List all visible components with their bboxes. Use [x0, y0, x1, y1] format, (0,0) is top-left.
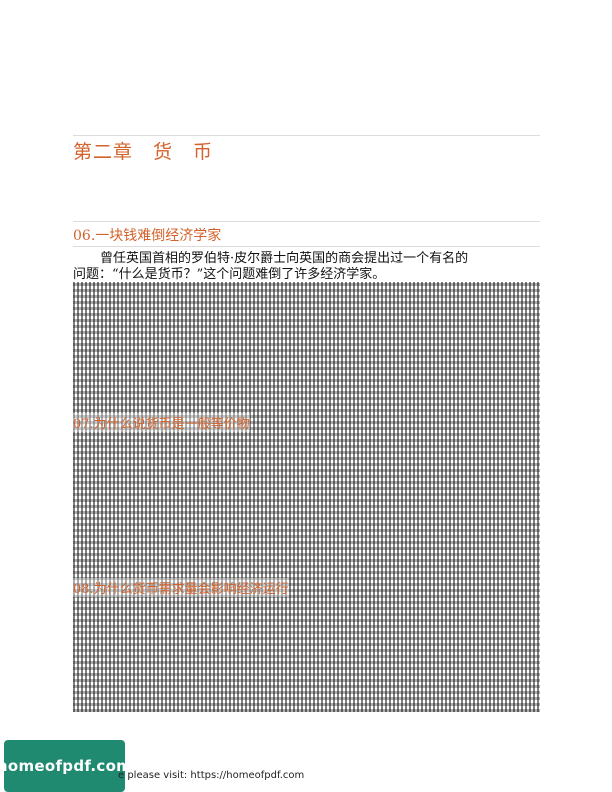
section-subdivider: [73, 246, 540, 247]
overprint-heading: 08.为什么货币需求量会影响经济运行: [73, 578, 289, 597]
section-divider: [73, 221, 540, 222]
top-divider: [73, 135, 540, 136]
body-line: 问题：“什么是货币？”这个问题难倒了许多经济学家。: [73, 267, 386, 282]
section-title: 06.一块钱难倒经济学家: [73, 228, 222, 244]
body-line: 曾任英国首相的罗伯特·皮尔爵士向英国的商会提出过一个有名的: [100, 251, 469, 266]
overprinted-text-block: [73, 282, 540, 712]
chapter-title: 第二章 货 币: [73, 141, 214, 163]
footer-link-text[interactable]: e please visit: https://homeofpdf.com: [118, 770, 305, 781]
homeofpdf-badge[interactable]: homeofpdf.com: [0, 740, 132, 792]
overprint-heading: 07.为什么说货币是一般等价物: [73, 413, 250, 432]
badge-text: homeofpdf.com: [0, 757, 133, 775]
